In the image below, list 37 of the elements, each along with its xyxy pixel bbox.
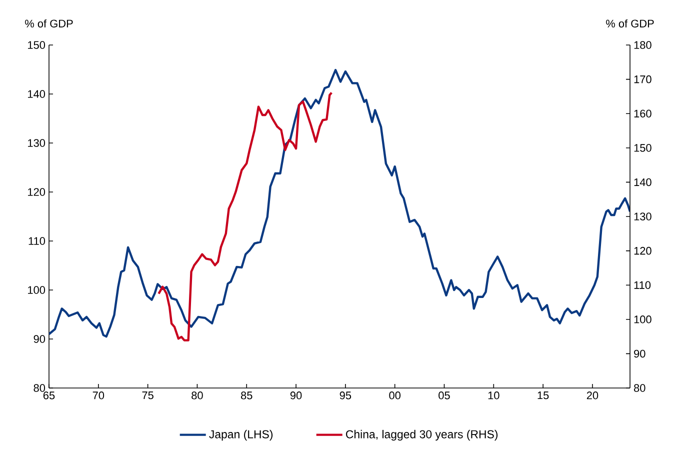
- x-tick-label: 00: [389, 392, 400, 400]
- legend-label: Japan (LHS): [209, 430, 273, 441]
- line-series: [49, 68, 630, 338]
- x-tick-label: 85: [240, 392, 252, 400]
- y2-tick-label: 130: [634, 212, 652, 220]
- y2-tick-label: 180: [634, 41, 652, 49]
- y2-tick-label: 160: [634, 110, 652, 118]
- y-axis-title: % of GDP: [25, 19, 73, 28]
- x-tick-label: 05: [438, 392, 450, 400]
- y-tick-label: 130: [28, 139, 46, 147]
- y2-tick-label: 150: [634, 144, 652, 152]
- y2-tick-label: 90: [634, 350, 646, 358]
- y-tick-label: 90: [34, 335, 46, 343]
- x-tick-label: 10: [488, 392, 500, 400]
- legend-label: China, lagged 30 years (RHS): [346, 430, 498, 441]
- y2-tick-label: 100: [634, 316, 652, 324]
- x-tick-label: 80: [192, 392, 203, 400]
- y2-tick-label: 170: [634, 75, 652, 84]
- y2-tick-label: 140: [634, 178, 652, 186]
- x-tick-label: 70: [92, 392, 104, 400]
- y-tick-label: 110: [28, 237, 46, 245]
- y2-tick-label: 80: [634, 384, 646, 392]
- x-tick-label: 20: [586, 392, 598, 400]
- x-tick-label: 15: [538, 392, 549, 400]
- y2-axis-title: % of GDP: [606, 19, 654, 28]
- x-tick-label: 95: [340, 392, 352, 400]
- y-tick-label: 100: [28, 286, 46, 294]
- x-tick-label: 75: [142, 392, 154, 400]
- x-tick-label: 90: [290, 392, 302, 400]
- y-tick-label: 140: [28, 90, 46, 98]
- line-series: [158, 92, 333, 342]
- y-tick-label: 80: [34, 384, 46, 392]
- y-tick-label: 150: [28, 41, 46, 49]
- y-tick-label: 120: [28, 188, 46, 196]
- y2-tick-label: 120: [634, 246, 652, 255]
- y2-tick-label: 110: [634, 281, 651, 289]
- x-tick-label: 65: [43, 392, 55, 400]
